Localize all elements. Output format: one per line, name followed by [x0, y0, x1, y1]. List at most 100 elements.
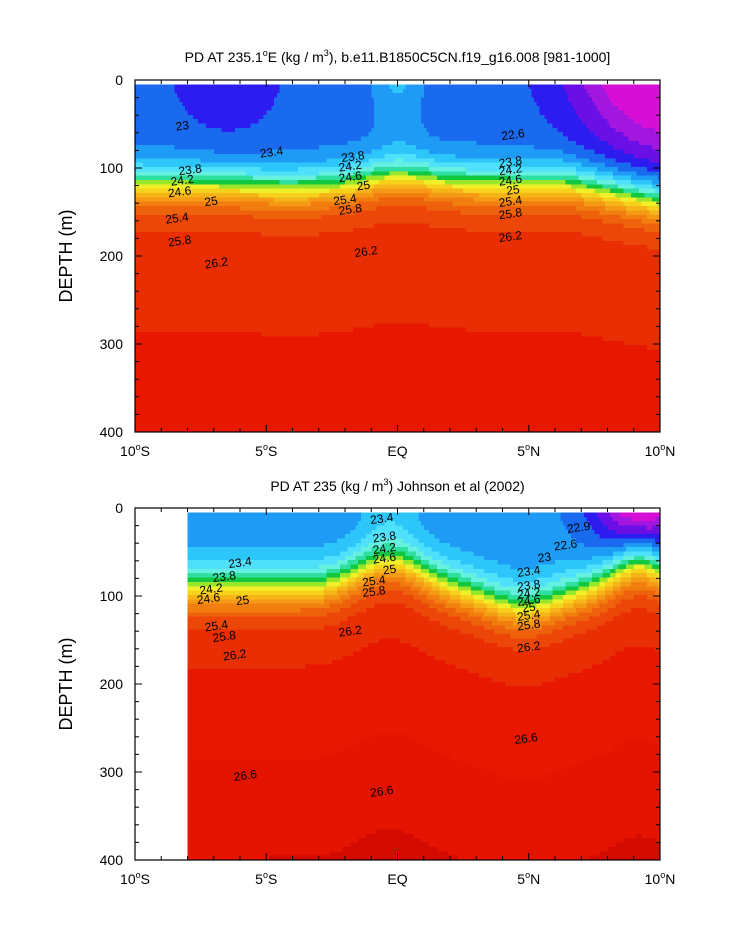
- density-cell: [179, 249, 183, 255]
- density-cell: [174, 414, 178, 420]
- density-cell: [142, 158, 147, 164]
- density-cell: [135, 266, 139, 272]
- density-cell: [145, 188, 149, 194]
- density-cell: [163, 427, 168, 433]
- density-cell: [145, 175, 149, 181]
- density-cell: [135, 97, 139, 103]
- density-cell: [166, 262, 170, 268]
- density-cell: [145, 158, 149, 164]
- density-cell: [179, 88, 183, 94]
- density-cell: [163, 336, 168, 342]
- density-cell: [140, 84, 144, 90]
- density-cell: [142, 145, 147, 151]
- density-cell: [140, 271, 144, 277]
- density-cell: [150, 310, 154, 316]
- density-cell: [174, 306, 178, 311]
- density-cell: [174, 149, 178, 155]
- density-cell: [145, 223, 149, 229]
- density-cell: [177, 292, 181, 298]
- density-cell: [150, 127, 154, 133]
- density-cell: [163, 266, 168, 272]
- density-cell: [163, 145, 168, 151]
- density-cell: [163, 384, 168, 390]
- density-cell: [161, 123, 165, 129]
- density-cell: [158, 423, 162, 429]
- density-cell: [177, 427, 181, 433]
- density-cell: [145, 236, 149, 242]
- density-cell: [156, 193, 160, 198]
- density-cell: [148, 197, 152, 203]
- density-cell: [148, 271, 152, 277]
- density-cell: [142, 292, 147, 298]
- density-cell: [179, 405, 183, 411]
- density-cell: [171, 427, 175, 433]
- density-cell: [177, 232, 181, 238]
- density-cell: [142, 193, 147, 198]
- density-cell: [150, 188, 154, 194]
- density-cell: [145, 288, 149, 294]
- density-cell: [153, 323, 157, 329]
- density-cell: [137, 166, 141, 172]
- density-cell: [153, 392, 157, 398]
- density-cell: [137, 284, 141, 290]
- density-cell: [142, 327, 147, 333]
- density-cell: [177, 162, 181, 168]
- density-cell: [148, 93, 152, 99]
- density-cell: [161, 93, 165, 99]
- density-cell: [148, 166, 152, 172]
- density-cell: [156, 271, 160, 277]
- density-cell: [135, 101, 139, 107]
- density-cell: [163, 340, 168, 346]
- density-cell: [179, 262, 183, 268]
- density-cell: [174, 219, 178, 225]
- density-cell: [150, 349, 154, 355]
- density-cell: [140, 153, 144, 159]
- density-cell: [163, 245, 168, 251]
- density-cell: [150, 306, 154, 311]
- density-cell: [169, 310, 173, 316]
- density-cell: [169, 297, 173, 303]
- density-cell: [140, 310, 144, 316]
- density-cell: [161, 171, 165, 177]
- density-cell: [135, 84, 139, 90]
- density-cell: [148, 336, 152, 342]
- density-cell: [148, 158, 152, 164]
- density-cell: [161, 323, 165, 329]
- density-cell: [158, 236, 162, 242]
- density-cell: [142, 97, 147, 103]
- density-cell: [148, 423, 152, 429]
- density-cell: [137, 240, 141, 246]
- density-cell: [150, 84, 154, 90]
- density-cell: [166, 123, 170, 129]
- density-cell: [161, 397, 165, 403]
- density-cell: [150, 388, 154, 394]
- density-cell: [145, 184, 149, 190]
- density-cell: [150, 158, 154, 164]
- density-cell: [153, 175, 157, 181]
- density-cell: [166, 401, 170, 407]
- density-cell: [142, 405, 147, 411]
- density-cell: [171, 401, 175, 407]
- density-cell: [177, 93, 181, 99]
- density-cell: [163, 349, 168, 355]
- density-cell: [177, 153, 181, 159]
- density-cell: [148, 345, 152, 351]
- density-cell: [150, 266, 154, 272]
- density-cell: [150, 166, 154, 172]
- density-cell: [148, 388, 152, 394]
- density-cell: [166, 418, 170, 424]
- density-cell: [148, 223, 152, 229]
- density-cell: [153, 301, 157, 307]
- density-cell: [153, 236, 157, 242]
- density-cell: [148, 292, 152, 298]
- density-cell: [179, 366, 183, 372]
- density-cell: [156, 306, 160, 311]
- density-cell: [145, 206, 149, 211]
- density-cell: [177, 179, 181, 185]
- density-cell: [174, 275, 178, 281]
- density-cell: [137, 258, 141, 264]
- density-cell: [150, 371, 154, 377]
- density-cell: [140, 227, 144, 233]
- density-cell: [156, 414, 160, 420]
- density-cell: [135, 110, 139, 116]
